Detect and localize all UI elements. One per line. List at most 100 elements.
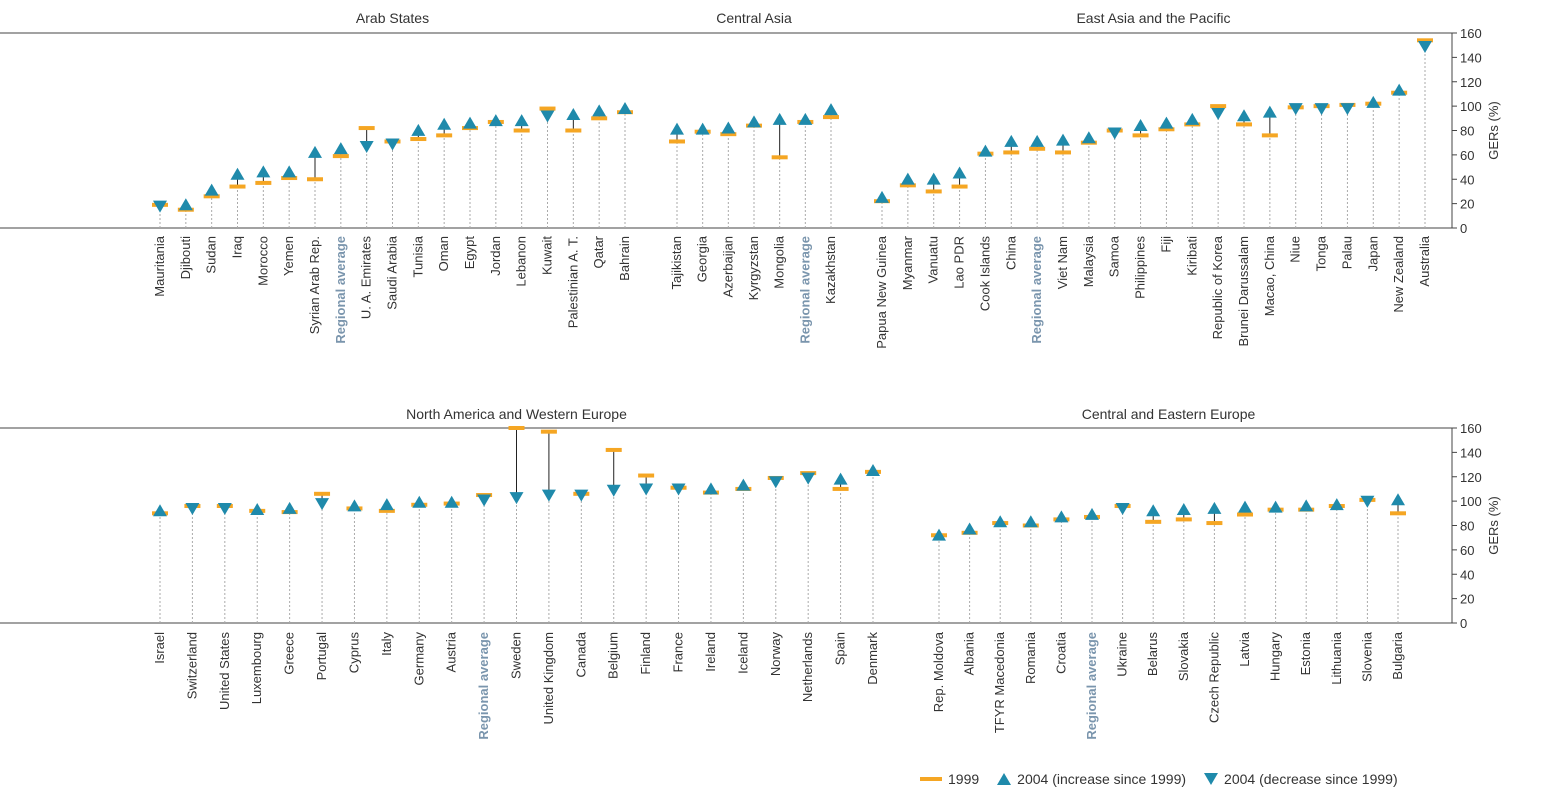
- country-label-egypt: Egypt: [462, 236, 477, 270]
- marker-1999-spain: [832, 486, 849, 491]
- marker-2004-decrease-regional-average: [477, 494, 492, 507]
- marker-2004-decrease-netherlands: [801, 472, 816, 485]
- marker-1999-macao-china: [1261, 133, 1278, 138]
- country-label-croatia: Croatia: [1053, 631, 1068, 674]
- marker-2004-increase-lebanon: [514, 114, 529, 127]
- group-title-east-asia-and-the-pacific: East Asia and the Pacific: [1076, 10, 1230, 26]
- marker-1999-vanuatu: [925, 189, 942, 194]
- country-label-iceland: Iceland: [735, 632, 750, 674]
- top-y-tick-label: 20: [1460, 197, 1474, 212]
- marker-2004-increase-regional-average: [798, 112, 813, 125]
- country-label-tfyr-macedonia: TFYR Macedonia: [992, 631, 1007, 733]
- country-label-estonia: Estonia: [1298, 631, 1313, 675]
- marker-2004-increase-lithuania: [1329, 498, 1344, 511]
- country-label-australia: Australia: [1417, 235, 1432, 286]
- top-y-tick-label: 120: [1460, 75, 1482, 90]
- country-label-tunisia: Tunisia: [410, 235, 425, 277]
- country-label-malaysia: Malaysia: [1081, 235, 1096, 287]
- marker-2004-decrease-united-kingdom: [541, 489, 556, 502]
- triangle-up-icon: [997, 773, 1012, 785]
- marker-1999-regional-average: [332, 154, 349, 159]
- marker-2004-increase-macao-china: [1262, 105, 1277, 118]
- marker-1999-slovakia: [1175, 517, 1192, 522]
- country-label-norway: Norway: [768, 632, 783, 677]
- top-y-tick-label: 140: [1460, 50, 1482, 65]
- country-label-bulgaria: Bulgaria: [1390, 631, 1405, 679]
- country-label-france: France: [671, 632, 686, 672]
- marker-1999-fiji: [1158, 127, 1175, 132]
- country-label-japan: Japan: [1365, 236, 1380, 271]
- marker-2004-decrease-saudi-arabia: [385, 138, 400, 151]
- marker-2004-decrease-slovenia: [1360, 495, 1375, 508]
- marker-2004-increase-brunei-darussalam: [1237, 109, 1251, 122]
- country-label-djibouti: Djibouti: [178, 236, 193, 279]
- country-label-fiji: Fiji: [1158, 236, 1173, 253]
- country-label-austria: Austria: [444, 631, 459, 672]
- country-label-saudi-arabia: Saudi Arabia: [385, 235, 400, 309]
- marker-2004-increase-yemen: [282, 165, 297, 178]
- country-label-vanuatu: Vanuatu: [926, 236, 941, 283]
- legend: 1999 2004 (increase since 1999) 2004 (de…: [920, 768, 1540, 790]
- marker-2004-increase-china: [1004, 134, 1019, 147]
- marker-2004-increase-ireland: [703, 482, 718, 495]
- country-label-papua-new-guinea: Papua New Guinea: [874, 235, 889, 349]
- country-label-hungary: Hungary: [1268, 632, 1283, 682]
- country-label-regional-average: Regional average: [1084, 632, 1099, 740]
- country-label-qatar: Qatar: [591, 235, 606, 268]
- marker-1999-morocco: [255, 180, 272, 185]
- country-label-switzerland: Switzerland: [184, 632, 199, 699]
- marker-2004-increase-bulgaria: [1391, 493, 1405, 506]
- country-label-palestinian-a-t: Palestinian A. T.: [565, 236, 580, 328]
- marker-1999-myanmar: [899, 183, 916, 188]
- marker-2004-increase-hungary: [1268, 500, 1283, 513]
- marker-1999-palestinian-a-t: [565, 128, 582, 133]
- marker-2004-increase-papua-new-guinea: [875, 190, 889, 203]
- legend-item-decrease: 2004 (decrease since 1999): [1204, 771, 1398, 787]
- marker-2004-increase-latvia: [1238, 500, 1252, 513]
- legend-dash-icon: [920, 777, 942, 781]
- country-label-ireland: Ireland: [703, 632, 718, 672]
- bottom-y-tick-label: 160: [1460, 421, 1482, 436]
- marker-2004-increase-italy: [379, 498, 394, 511]
- marker-1999-kazakhstan: [823, 115, 839, 120]
- marker-1999-tajikistan: [669, 139, 685, 144]
- marker-1999-sweden: [508, 426, 525, 430]
- legend-item-increase: 2004 (increase since 1999): [997, 771, 1186, 787]
- country-label-lithuania: Lithuania: [1329, 631, 1344, 685]
- country-label-jordan: Jordan: [488, 236, 503, 276]
- country-label-lebanon: Lebanon: [514, 236, 529, 287]
- marker-2004-increase-germany: [412, 495, 427, 508]
- marker-2004-increase-slovakia: [1176, 503, 1191, 516]
- marker-2004-increase-bahrain: [618, 101, 632, 114]
- marker-2004-increase-estonia: [1299, 499, 1314, 512]
- country-label-kazakhstan: Kazakhstan: [823, 236, 838, 304]
- marker-2004-increase-cyprus: [347, 499, 362, 512]
- marker-1999-syrian-arab-rep: [307, 177, 323, 182]
- marker-1999-sudan: [203, 194, 220, 199]
- marker-2004-increase-sudan: [204, 183, 219, 196]
- country-label-albania: Albania: [962, 631, 977, 675]
- marker-2004-decrease-u-a-emirates: [359, 140, 374, 153]
- marker-2004-increase-oman: [437, 117, 452, 130]
- marker-2004-increase-tfyr-macedonia: [993, 515, 1008, 528]
- country-label-bahrain: Bahrain: [617, 236, 632, 281]
- marker-2004-decrease-united-states: [217, 503, 232, 516]
- marker-1999-finland: [638, 473, 655, 478]
- country-label-spain: Spain: [833, 632, 848, 665]
- marker-2004-increase-iraq: [230, 167, 245, 180]
- country-label-yemen: Yemen: [281, 236, 296, 276]
- country-label-philippines: Philippines: [1133, 236, 1148, 299]
- marker-2004-decrease-australia: [1418, 41, 1432, 54]
- marker-2004-increase-viet-nam: [1056, 133, 1070, 146]
- marker-1999-qatar: [591, 116, 608, 121]
- country-label-china: China: [1003, 235, 1018, 270]
- country-label-united-states: United States: [217, 632, 232, 711]
- marker-2004-increase-lao-pdr: [952, 166, 967, 179]
- country-label-regional-average: Regional average: [797, 236, 812, 344]
- marker-1999-yemen: [281, 176, 298, 181]
- marker-2004-increase-rep-moldova: [932, 528, 946, 541]
- marker-1999-brunei-darussalam: [1236, 122, 1252, 127]
- marker-2004-increase-philippines: [1133, 119, 1148, 132]
- top-y-tick-label: 60: [1460, 148, 1474, 163]
- country-label-italy: Italy: [379, 632, 394, 656]
